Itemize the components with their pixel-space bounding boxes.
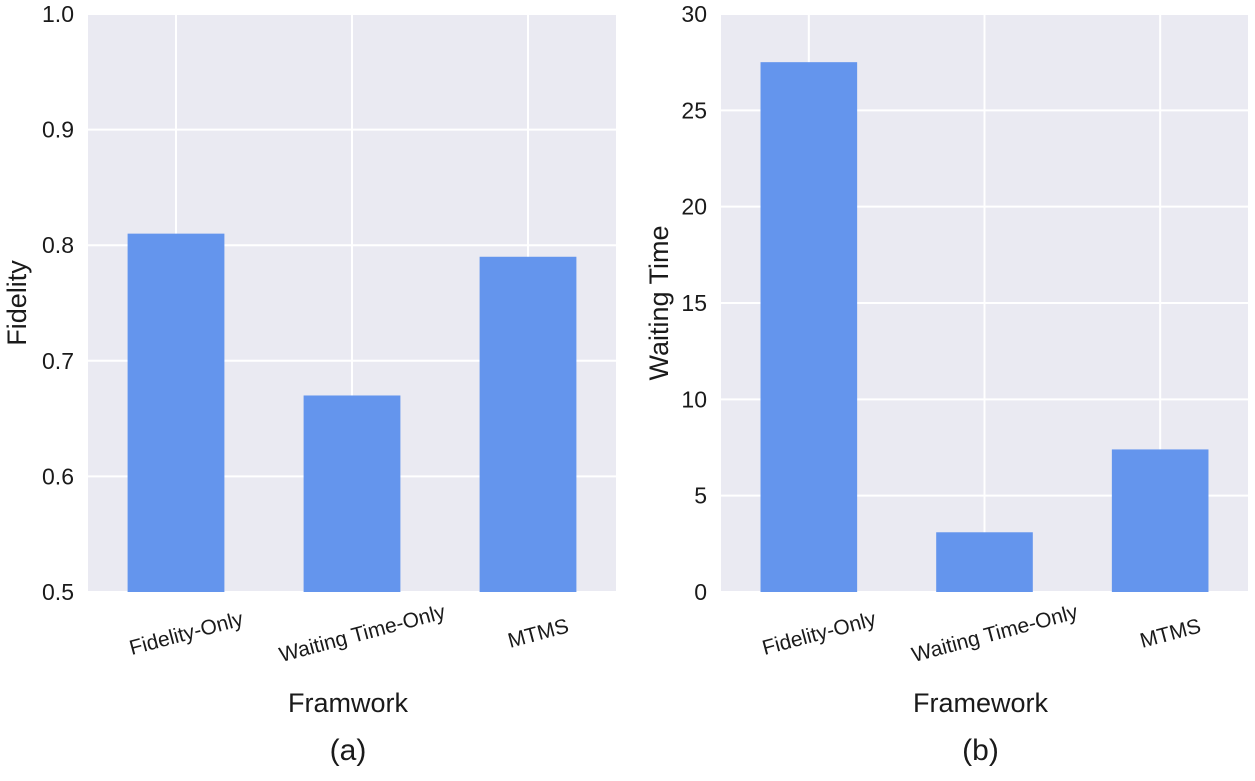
subfigure-caption: (b)	[962, 734, 999, 767]
x-axis-label: Framwork	[288, 688, 408, 718]
y-tick-label: 25	[681, 97, 707, 123]
bar	[127, 233, 225, 592]
bar	[936, 532, 1033, 592]
x-tick-label: MTMS	[1138, 615, 1204, 653]
y-tick-label: 0.8	[42, 232, 74, 258]
y-tick-label: 30	[681, 1, 707, 27]
y-tick-label: 1.0	[42, 1, 74, 27]
bar	[1111, 449, 1209, 592]
y-tick-label: 15	[681, 290, 707, 316]
chart-a: 0.5 0.6 0.7 0.8 0.9 1.0 Fidelity-Only Waiting T…	[2, 1, 616, 767]
y-tick-label: 10	[681, 386, 707, 412]
bar	[303, 395, 401, 592]
y-tick-label: 20	[681, 194, 707, 220]
y-tick-label: 0.6	[42, 463, 74, 489]
x-tick-label: Fidelity-Only	[760, 607, 879, 660]
x-tick-label: Fidelity-Only	[127, 607, 246, 660]
y-tick-label: 0.5	[42, 579, 74, 605]
x-tick-label: MTMS	[505, 615, 571, 653]
bar	[760, 62, 858, 592]
y-tick-label: 0	[694, 579, 707, 605]
chart-b: 0 5 10 15 20 25 30 Fidelity-Only Waiting Time-On…	[644, 1, 1248, 767]
subfigure-caption: (a)	[330, 734, 367, 767]
y-tick-label: 5	[694, 483, 707, 509]
x-tick-label: Waiting Time-Only	[909, 600, 1080, 667]
bar	[479, 256, 577, 592]
x-tick-label: Waiting Time-Only	[277, 600, 448, 667]
y-axis-label: Fidelity	[2, 260, 32, 346]
x-axis-label: Framework	[913, 688, 1049, 718]
y-tick-label: 0.9	[42, 117, 74, 143]
y-tick-label: 0.7	[42, 348, 74, 374]
y-axis-label: Waiting Time	[644, 225, 674, 380]
